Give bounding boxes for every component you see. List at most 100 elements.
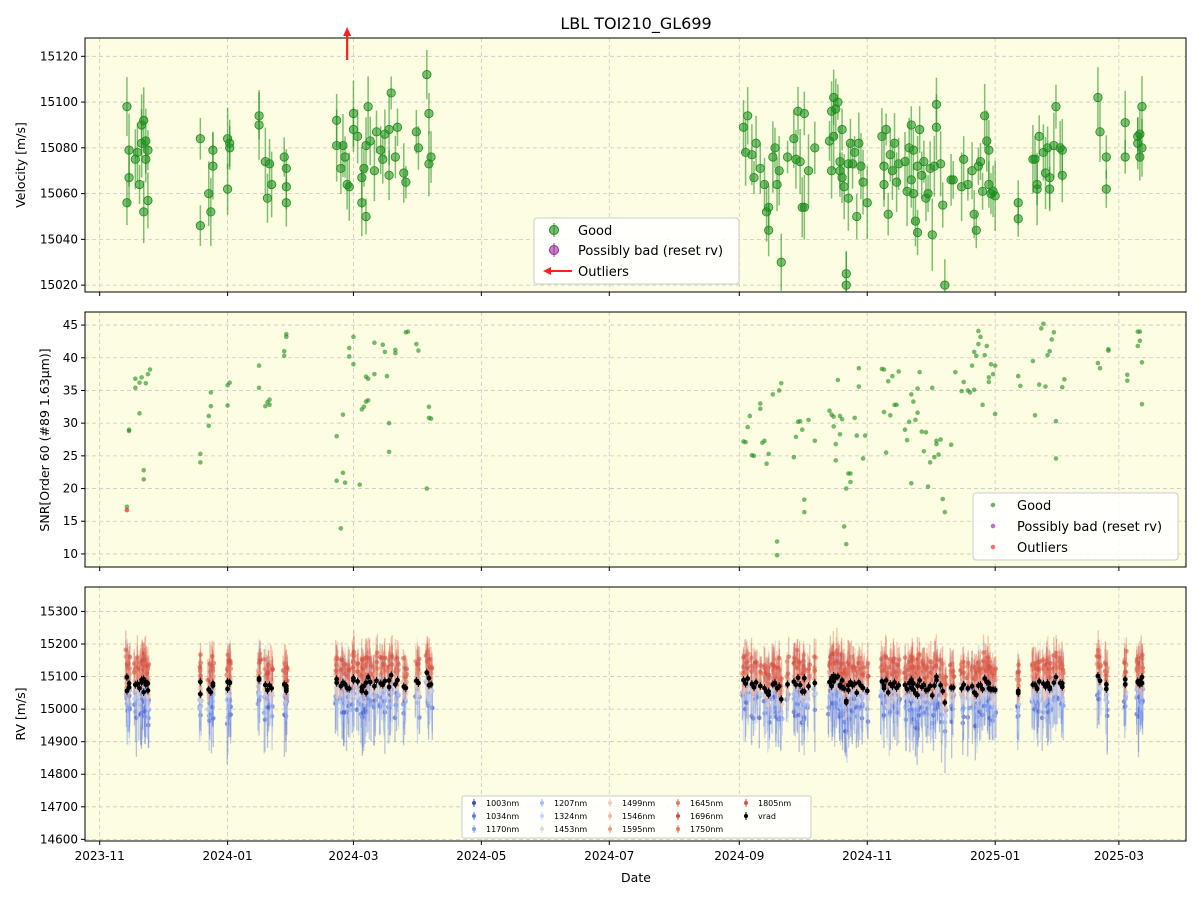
band-point xyxy=(227,658,232,663)
snr-point xyxy=(917,370,922,375)
snr-point xyxy=(911,399,916,404)
snr-point xyxy=(206,414,211,419)
snr-point xyxy=(347,354,352,359)
velocity-point xyxy=(939,201,947,209)
velocity-point xyxy=(1138,102,1146,110)
velocity-point xyxy=(880,180,888,188)
snr-point xyxy=(1054,419,1059,424)
snr-point xyxy=(775,553,780,558)
velocity-legend-good-marker xyxy=(550,226,559,235)
velocity-point xyxy=(978,187,986,195)
velocity-point xyxy=(423,70,431,78)
snr-outlier-point xyxy=(125,508,130,513)
velocity-point xyxy=(1035,132,1043,140)
velocity-point xyxy=(123,199,131,207)
snr-point xyxy=(980,403,985,408)
velocity-point xyxy=(980,112,988,120)
band-point xyxy=(966,661,971,666)
snr-point xyxy=(366,376,371,381)
velocity-point xyxy=(775,167,783,175)
velocity-ylabel: Velocity [m/s] xyxy=(13,122,28,208)
snr-point xyxy=(926,484,931,489)
velocity-point xyxy=(366,137,374,145)
velocity-point xyxy=(372,128,380,136)
snr-point xyxy=(905,438,910,443)
snr-point xyxy=(959,389,964,394)
velocity-point xyxy=(1102,185,1110,193)
snr-point xyxy=(842,524,847,529)
velocity-point xyxy=(800,109,808,117)
snr-point xyxy=(798,419,803,424)
snr-point xyxy=(777,388,782,393)
snr-point xyxy=(928,460,933,465)
rv-panel: 1460014700148001490015000151001520015300… xyxy=(13,587,1186,885)
snr-point xyxy=(970,363,975,368)
velocity-point xyxy=(928,231,936,239)
snr-point xyxy=(385,374,390,379)
band-point xyxy=(404,673,409,678)
velocity-point xyxy=(888,167,896,175)
velocity-point xyxy=(855,139,863,147)
snr-point xyxy=(968,390,973,395)
velocity-point xyxy=(827,167,835,175)
velocity-point xyxy=(970,210,978,218)
snr-point xyxy=(362,405,367,410)
velocity-point xyxy=(972,226,980,234)
velocity-point xyxy=(863,199,871,207)
velocity-point xyxy=(1102,153,1110,161)
band-point xyxy=(144,663,149,668)
velocity-point xyxy=(265,160,273,168)
snr-point xyxy=(1140,402,1145,407)
velocity-point xyxy=(846,139,854,147)
velocity-point xyxy=(915,125,923,133)
snr-point xyxy=(1047,349,1052,354)
velocity-point xyxy=(376,146,384,154)
ytick-label: 35 xyxy=(63,383,78,397)
velocity-legend-bad-label: Possibly bad (reset rv) xyxy=(578,244,723,259)
velocity-point xyxy=(756,164,764,172)
snr-point xyxy=(127,429,132,434)
snr-point xyxy=(1096,361,1101,366)
velocity-point xyxy=(379,155,387,163)
snr-point xyxy=(1054,456,1059,461)
snr-point xyxy=(976,329,981,334)
velocity-point xyxy=(913,228,921,236)
ytick-label: 30 xyxy=(63,416,78,430)
velocity-point xyxy=(1045,185,1053,193)
velocity-point xyxy=(196,134,204,142)
snr-point xyxy=(919,429,924,434)
velocity-point xyxy=(796,157,804,165)
snr-point xyxy=(357,482,362,487)
snr-point xyxy=(886,379,891,384)
snr-point xyxy=(934,442,939,447)
band-point xyxy=(964,676,969,681)
velocity-point xyxy=(748,151,756,159)
snr-point xyxy=(762,439,767,444)
snr-point xyxy=(758,401,763,406)
velocity-point xyxy=(859,178,867,186)
velocity-point xyxy=(964,180,972,188)
velocity-point xyxy=(892,178,900,186)
velocity-point xyxy=(760,180,768,188)
velocity-point xyxy=(991,192,999,200)
snr-point xyxy=(915,386,920,391)
velocity-point xyxy=(790,134,798,142)
velocity-point xyxy=(1138,144,1146,152)
snr-point xyxy=(993,412,998,417)
snr-point xyxy=(852,416,857,421)
snr-point xyxy=(282,349,287,354)
band-point xyxy=(779,712,784,717)
velocity-point xyxy=(140,116,148,124)
velocity-point xyxy=(857,162,865,170)
velocity-point xyxy=(353,132,361,140)
velocity-point xyxy=(834,98,842,106)
band-point xyxy=(806,667,811,672)
snr-point xyxy=(827,408,832,413)
snr-point xyxy=(383,350,388,355)
velocity-point xyxy=(838,173,846,181)
band-point xyxy=(417,657,422,662)
velocity-point xyxy=(764,226,772,234)
snr-point xyxy=(1016,374,1021,379)
velocity-point xyxy=(385,171,393,179)
